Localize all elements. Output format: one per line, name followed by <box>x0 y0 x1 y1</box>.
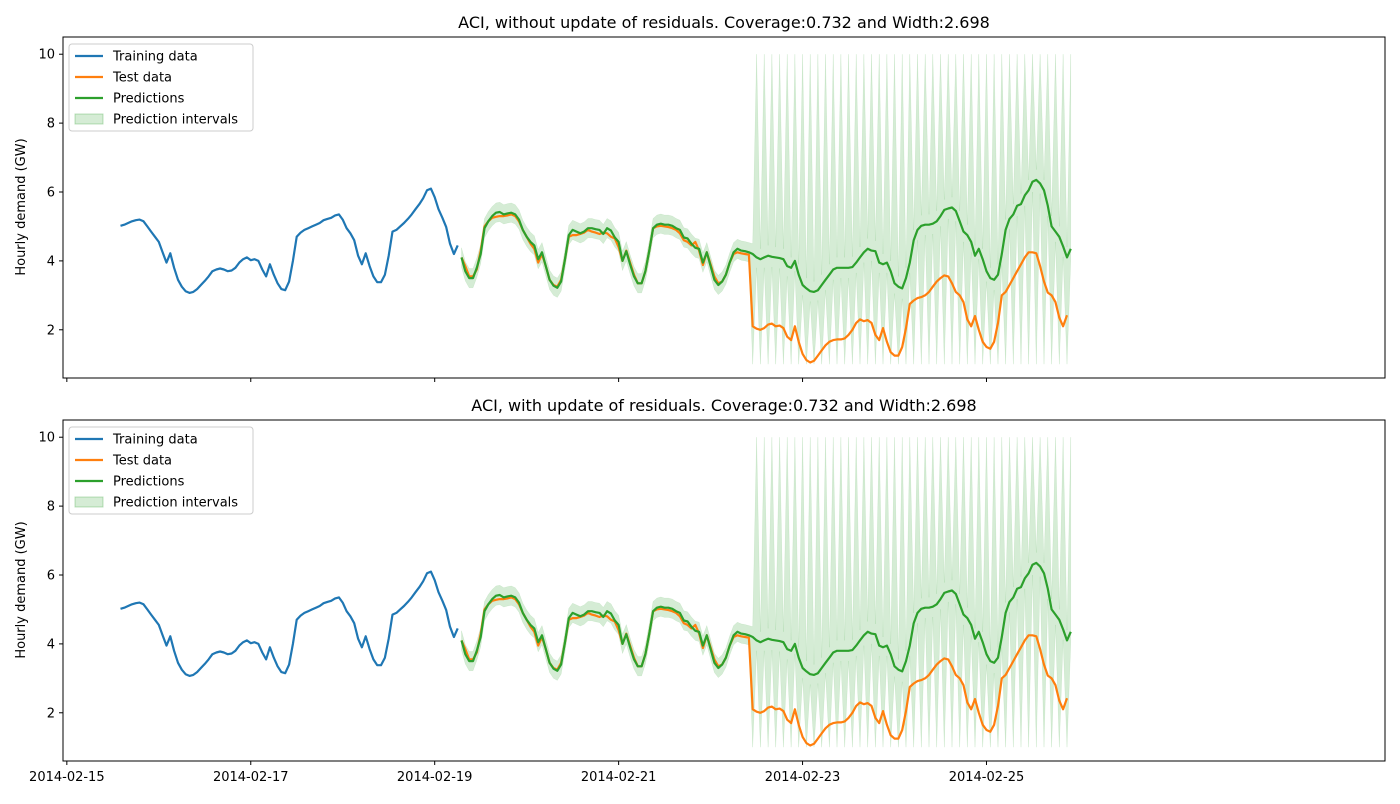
y-tick-label: 10 <box>38 48 55 63</box>
y-tick-label: 6 <box>47 569 55 584</box>
prediction-interval-band <box>461 437 1072 748</box>
bottom-chart-panel: ACI, with update of residuals. Coverage:… <box>14 396 1386 785</box>
legend-label: Training data <box>112 433 198 448</box>
x-tick-label: 2014-02-17 <box>213 770 289 785</box>
top-chart-panel: ACI, without update of residuals. Covera… <box>14 13 1386 382</box>
training-data-line <box>120 570 459 677</box>
legend-box <box>68 43 254 132</box>
x-tick-label: 2014-02-25 <box>949 770 1025 785</box>
legend-label: Training data <box>112 50 198 65</box>
y-tick-label: 8 <box>47 500 55 515</box>
axes-frame <box>62 36 1386 379</box>
legend-swatch <box>74 113 104 125</box>
top-chart-y-axis-label: Hourly demand (GW) <box>14 138 29 275</box>
bottom-chart-title: ACI, with update of residuals. Coverage:… <box>471 396 976 415</box>
legend-label: Test data <box>112 454 172 469</box>
predictions-line <box>460 561 1072 676</box>
y-tick-label: 10 <box>38 431 55 446</box>
legend-label: Test data <box>112 71 172 86</box>
legend-label: Prediction intervals <box>113 496 238 511</box>
y-tick-label: 2 <box>47 323 55 338</box>
y-tick-label: 4 <box>47 254 55 269</box>
y-tick-label: 8 <box>47 117 55 132</box>
y-tick-label: 2 <box>47 706 55 721</box>
top-chart-plot-area <box>120 54 1072 365</box>
y-tick-label: 6 <box>47 186 55 201</box>
x-tick-label: 2014-02-23 <box>765 770 841 785</box>
top-chart-axes: 2 4 6 8 10 <box>38 36 1386 382</box>
legend-swatch <box>74 496 104 508</box>
legend-box <box>68 426 254 515</box>
x-tick-label: 2014-02-21 <box>581 770 657 785</box>
x-tick-label: 2014-02-19 <box>397 770 473 785</box>
x-tick-label: 2014-02-15 <box>29 770 105 785</box>
bottom-chart-y-axis-label: Hourly demand (GW) <box>14 521 29 658</box>
y-tick-label: 4 <box>47 637 55 652</box>
bottom-chart-legend: Training data Test data Predictions Predict… <box>68 426 254 515</box>
legend-label: Predictions <box>113 92 185 107</box>
training-data-line <box>120 187 459 294</box>
axes-frame <box>62 419 1386 762</box>
top-chart-title: ACI, without update of residuals. Covera… <box>458 13 990 32</box>
top-chart-legend: Training data Test data Predictions Predict… <box>68 43 254 132</box>
prediction-interval-band <box>461 54 1072 365</box>
legend-label: Prediction intervals <box>113 113 238 128</box>
legend-label: Predictions <box>113 475 185 490</box>
predictions-line <box>460 178 1072 293</box>
bottom-chart-plot-area <box>120 437 1072 748</box>
bottom-chart-axes: 2 4 6 8 10 2014-02-15 2014-02-17 2014-02-19 2014… <box>29 419 1386 785</box>
